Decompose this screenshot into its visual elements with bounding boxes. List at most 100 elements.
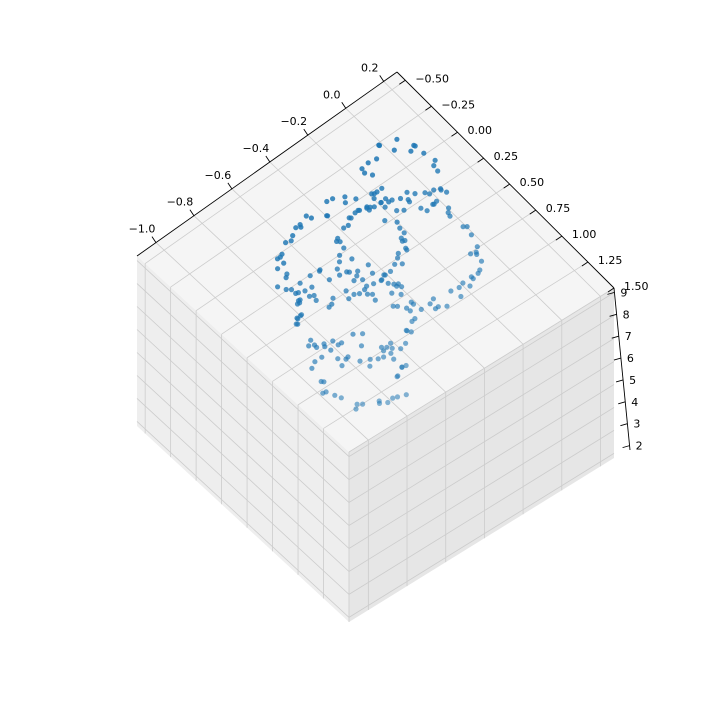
z-axis-line	[613, 287, 631, 451]
data-point	[379, 185, 385, 191]
data-point	[353, 406, 359, 412]
floor-pane	[137, 72, 614, 452]
data-point	[387, 268, 394, 274]
y-tick-mark	[451, 131, 458, 137]
z-tick-mark	[618, 401, 626, 405]
data-point	[398, 291, 404, 297]
data-point	[468, 232, 474, 238]
y-tick-label: −0.25	[441, 98, 475, 111]
data-point	[295, 298, 302, 304]
data-point	[367, 356, 373, 362]
axis-lines	[136, 71, 631, 451]
z-tick-mark	[615, 379, 624, 383]
data-point	[339, 363, 345, 369]
data-point	[319, 354, 325, 360]
y-tick-label: 0.75	[546, 202, 571, 215]
data-point	[313, 297, 319, 303]
wall-grid-horizontal	[136, 260, 615, 458]
data-point	[418, 205, 424, 211]
data-point	[403, 327, 409, 333]
data-point	[326, 277, 332, 283]
data-point	[376, 400, 383, 406]
data-point	[309, 365, 315, 371]
data-point	[388, 340, 394, 346]
z-tick-mark	[607, 291, 615, 295]
y-tick-mark	[503, 183, 510, 189]
data-point	[474, 244, 480, 250]
data-point	[350, 331, 356, 337]
data-point	[311, 292, 317, 299]
data-point	[378, 277, 384, 284]
data-point	[360, 277, 366, 283]
data-point	[448, 288, 454, 294]
data-point	[330, 338, 336, 344]
y-tick-label: 0.00	[468, 124, 493, 137]
data-point	[407, 308, 413, 314]
data-point	[372, 297, 378, 303]
wall-grid-horizontal	[136, 329, 615, 527]
data-point	[460, 280, 466, 286]
y-tick-label: 0.25	[494, 150, 518, 163]
data-point	[468, 251, 474, 257]
data-point	[421, 150, 427, 156]
data-point	[409, 318, 415, 324]
y-tick-mark	[529, 209, 537, 215]
data-point	[345, 222, 351, 228]
y-tick-mark	[607, 287, 615, 293]
floor-grid-line-x	[269, 161, 485, 369]
y-tick-mark	[425, 105, 432, 111]
wall-grid-horizontal	[136, 375, 615, 573]
data-point	[394, 219, 400, 225]
data-point	[464, 224, 470, 230]
data-point	[332, 392, 338, 398]
z-tick-mark	[613, 357, 622, 361]
data-point	[412, 143, 418, 149]
data-point	[389, 345, 395, 351]
data-point	[475, 270, 481, 276]
data-point	[381, 272, 387, 278]
data-point	[351, 278, 357, 284]
data-point	[330, 295, 336, 301]
data-point	[389, 197, 395, 203]
x-tick-mark	[303, 128, 309, 136]
data-point	[297, 222, 303, 228]
data-point	[403, 340, 409, 346]
data-point	[375, 356, 381, 362]
data-point	[281, 260, 287, 266]
data-point	[371, 195, 377, 202]
data-point	[283, 275, 289, 281]
y-tick-label: 1.00	[572, 228, 597, 241]
data-point	[288, 287, 295, 293]
y-tick-label: 1.50	[624, 280, 649, 293]
floor-grid-line-y	[195, 131, 458, 311]
data-point	[389, 290, 395, 296]
data-point	[324, 198, 330, 205]
data-points	[274, 136, 485, 412]
data-point	[467, 283, 473, 289]
z-tick-label: 4	[631, 396, 638, 409]
data-point	[362, 170, 368, 176]
tick-labels: −1.0 −0.8 −0.6 −0.4 −0.2 0.0 0.2 −0.50 −0.25 0.00…	[129, 61, 649, 452]
data-point	[352, 210, 358, 216]
data-point	[431, 187, 437, 193]
data-point	[295, 290, 301, 296]
floor-grid-line-y	[170, 105, 432, 288]
data-point	[399, 364, 405, 370]
data-point	[382, 204, 388, 210]
data-point	[458, 293, 464, 300]
z-tick-label: 8	[623, 308, 630, 321]
data-point	[391, 356, 397, 362]
floor-grid-line-x	[307, 134, 524, 345]
data-point	[306, 293, 313, 299]
data-point	[376, 142, 383, 149]
data-point	[353, 196, 359, 202]
data-point	[371, 204, 377, 210]
data-point	[385, 280, 391, 286]
data-point	[341, 245, 347, 251]
data-point	[308, 215, 314, 221]
data-point	[478, 258, 485, 264]
data-point	[394, 303, 401, 309]
x-axis-line	[136, 71, 398, 257]
data-point	[399, 261, 405, 267]
